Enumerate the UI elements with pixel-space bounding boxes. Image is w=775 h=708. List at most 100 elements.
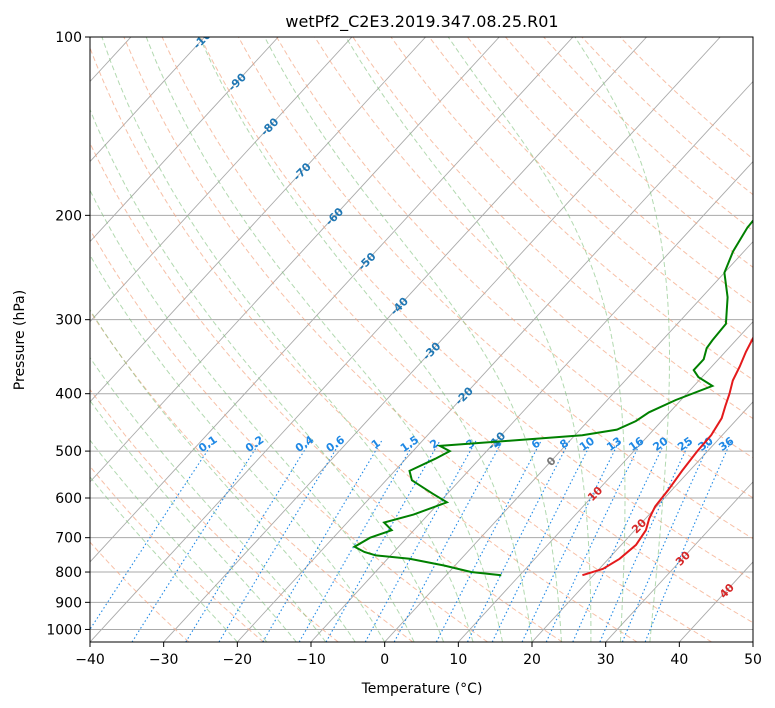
x-tick-label: 50 [744, 652, 762, 668]
mixing-ratio-line [435, 440, 542, 642]
isotherm-line [237, 80, 753, 642]
x-tick-label: 30 [597, 652, 615, 668]
dry-adiabat [90, 142, 563, 642]
x-tick-label: −40 [75, 652, 105, 668]
dry-adiabat [428, 37, 753, 343]
isotherm-line [90, 37, 353, 323]
dry-adiabat [90, 388, 339, 642]
moist-adiabat [90, 308, 356, 642]
dry-adiabat [123, 37, 712, 642]
mixing-ratio-label: 0.4 [293, 433, 317, 455]
y-tick-label: 900 [55, 595, 82, 611]
isotherm-line [531, 401, 753, 642]
moist-adiabat [90, 356, 327, 642]
mixing-ratio-line [185, 440, 312, 642]
mixing-ratio-label: 1 [369, 437, 383, 452]
mixing-ratio-line [467, 440, 571, 642]
moist-adiabat [90, 254, 386, 642]
y-tick-label: 600 [55, 491, 82, 507]
line-labels: 0.1 0.2 0.4 0.6 1 1.5 2 3 4 6 8 10 13 16 20 25 30 36-100-… [191, 37, 738, 601]
x-tick-label: −30 [149, 652, 179, 668]
mixing-ratio-line [262, 440, 383, 642]
background-lines [0, 37, 753, 642]
chart-title: wetPf2_C2E3.2019.347.08.25.R01 [285, 12, 558, 32]
mixing-ratio-line [393, 440, 504, 642]
x-tick-label: 10 [449, 652, 467, 668]
isotherm-line [90, 37, 426, 403]
isotherm-line [384, 240, 753, 642]
isotherm-line [163, 37, 721, 642]
y-tick-label: 200 [55, 208, 82, 224]
moist-adiabat [90, 189, 415, 642]
x-tick-label: 0 [380, 652, 389, 668]
dry-adiabat [161, 37, 753, 624]
x-tick-label: 20 [523, 652, 541, 668]
y-tick-label: 400 [55, 387, 82, 403]
dewpoint-profile [352, 219, 753, 577]
y-tick-label: 700 [55, 531, 82, 547]
isotherm-line [679, 561, 753, 642]
x-tick-label: −20 [223, 652, 253, 668]
dry-adiabat [276, 37, 753, 499]
temperature-profile [582, 335, 753, 577]
isotherm-line [90, 37, 574, 563]
mixing-ratio-line [364, 440, 477, 642]
dry-adiabat [543, 37, 753, 232]
dry-adiabat [199, 37, 753, 581]
x-axis-label: Temperature (°C) [361, 681, 483, 697]
x-axis-ticks: −40 −30 −20 −10 0 10 20 30 40 50 [75, 642, 762, 668]
mixing-ratio-label: 2 [428, 437, 442, 452]
x-tick-label: −10 [296, 652, 326, 668]
plot-frame [89, 36, 754, 643]
mixing-ratio-label: 0.1 [196, 433, 219, 455]
moist-adiabat [101, 37, 474, 642]
isotherm-line [458, 321, 753, 642]
mixing-ratio-line [572, 440, 667, 642]
dry-adiabat [90, 465, 264, 642]
mixing-ratio-line [90, 440, 215, 631]
isotherm-line [752, 641, 753, 642]
y-tick-label: 500 [55, 444, 82, 460]
y-tick-label: 300 [55, 313, 82, 329]
isotherm-line [310, 160, 753, 642]
y-tick-label: 100 [55, 30, 82, 46]
moist-adiabat [447, 37, 626, 642]
isotherm-line [90, 37, 279, 243]
mixing-ratio-line [218, 440, 342, 642]
isotherm-line [90, 37, 647, 642]
mixing-ratio-line [298, 440, 416, 642]
isotherm-line [605, 481, 753, 642]
y-tick-label: 800 [55, 565, 82, 581]
mixing-ratio-line [545, 440, 642, 642]
moist-adiabat [90, 399, 297, 642]
moist-adiabat [90, 439, 268, 642]
dry-adiabat [237, 37, 753, 540]
isotherm-line [90, 37, 500, 483]
mixing-ratio-line [621, 440, 712, 642]
dry-adiabat [505, 37, 753, 268]
dry-adiabat [581, 37, 753, 196]
mixing-ratio-label: 8 [557, 437, 571, 452]
mixing-ratio-label: 1.5 [398, 433, 421, 455]
y-tick-label: 1000 [46, 622, 82, 638]
y-axis-label: Pressure (hPa) [12, 290, 28, 390]
mixing-ratio-line [491, 440, 593, 642]
isotherm-line [0, 37, 57, 642]
moist-adiabat [345, 37, 592, 642]
y-axis-ticks: 100 200 300 400 500 600 700 800 900 1000 [46, 30, 90, 638]
mixing-ratio-line [325, 440, 441, 642]
moist-adiabat [574, 37, 670, 642]
dry-adiabat [352, 37, 753, 420]
mixing-ratio-line [599, 440, 691, 642]
mixing-ratio-label: 0.6 [324, 433, 348, 455]
moist-adiabat [90, 476, 238, 642]
moist-adiabat [145, 37, 503, 642]
dry-adiabat [466, 37, 753, 305]
mixing-ratio-line [644, 440, 732, 642]
dry-adiabat [390, 37, 753, 381]
mixing-ratio-line [131, 440, 262, 642]
x-tick-label: 40 [670, 652, 688, 668]
mixing-ratio-line [521, 440, 620, 642]
series-layer [352, 219, 753, 577]
